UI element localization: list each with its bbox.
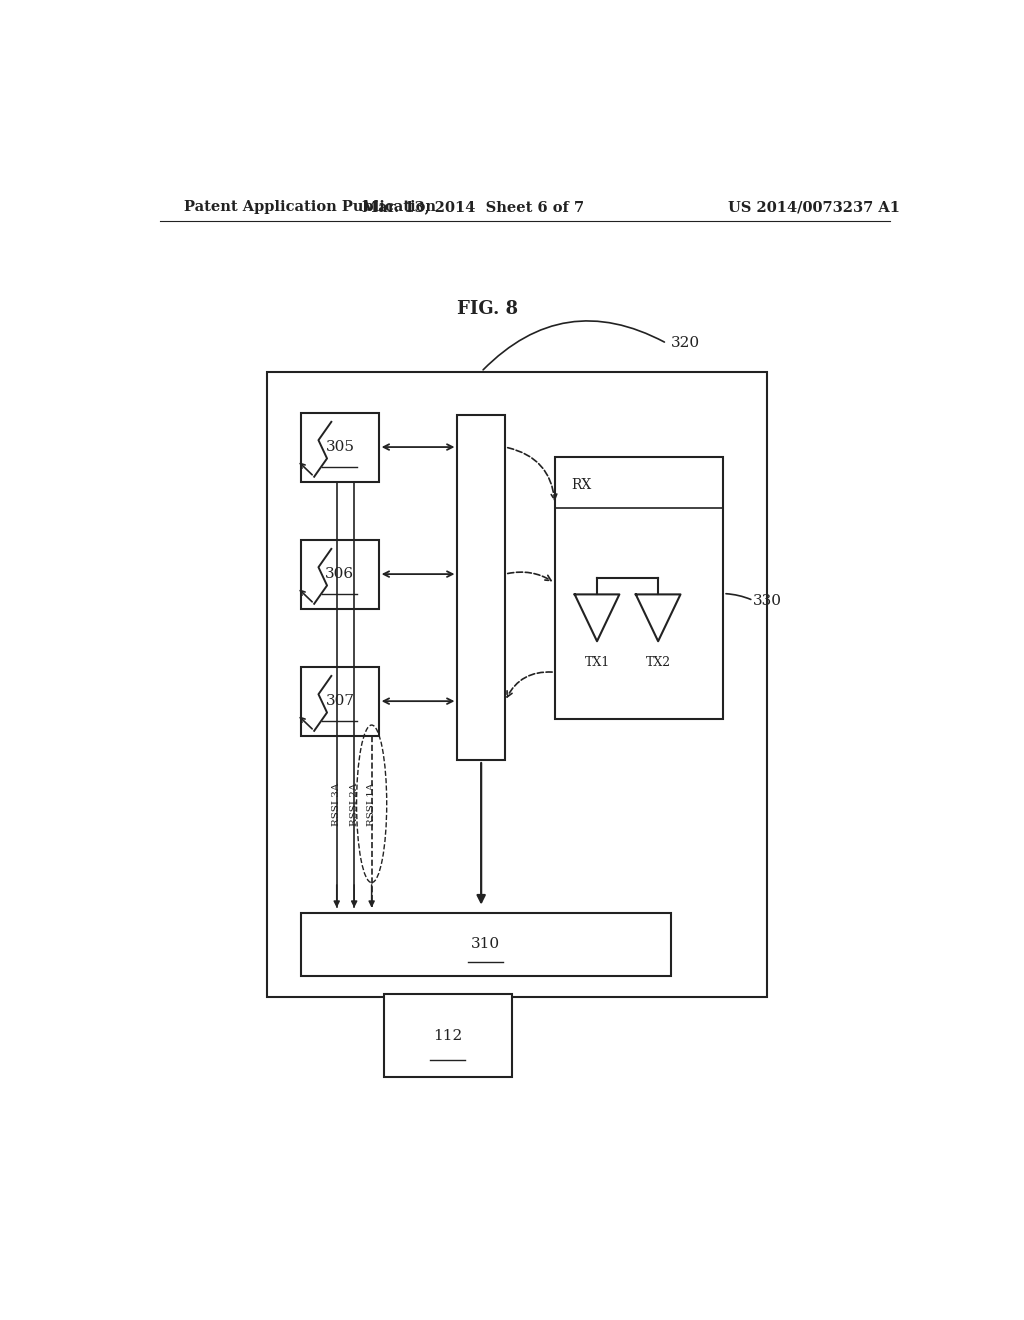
Text: 320: 320 [671,337,700,350]
Text: RSSI 2A: RSSI 2A [349,783,358,825]
Text: RSSI 1A: RSSI 1A [368,783,376,825]
Bar [458,414,505,760]
Text: RSSI 3A: RSSI 3A [332,783,341,825]
Bar [384,994,512,1077]
Bar [301,412,379,482]
Text: Mar. 13, 2014  Sheet 6 of 7: Mar. 13, 2014 Sheet 6 of 7 [362,201,585,214]
Text: Patent Application Publication: Patent Application Publication [183,201,435,214]
Text: 310: 310 [471,937,501,952]
Bar [301,667,379,735]
Text: TX2: TX2 [645,656,671,669]
Text: 305: 305 [326,440,354,454]
Bar [267,372,767,997]
Text: FIG. 8: FIG. 8 [457,300,518,318]
Text: TX1: TX1 [585,656,609,669]
Text: RX: RX [570,478,591,491]
Text: 307: 307 [326,694,354,708]
Bar [301,912,671,975]
Bar [555,457,723,719]
Bar [301,540,379,609]
Text: 112: 112 [433,1028,463,1043]
Text: US 2014/0073237 A1: US 2014/0073237 A1 [728,201,900,214]
Text: 330: 330 [754,594,782,607]
Text: 306: 306 [326,568,354,581]
